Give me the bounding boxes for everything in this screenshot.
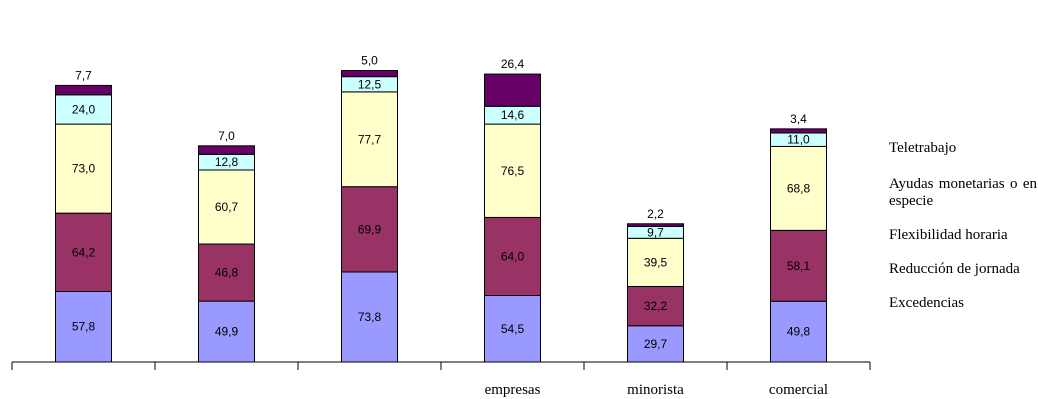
bar-segment-4-1 — [55, 94, 112, 125]
legend-item-reduccion: Reducción de jornada — [889, 261, 1020, 277]
data-label-5-4: 26,4 — [501, 57, 525, 71]
bar-segment-3-5 — [627, 237, 684, 287]
bar-segment-5-4 — [484, 73, 541, 107]
bars-layer: 57,8 64,2 73,0 24,0 7,7 49,9 46,8 60,7 12,8 7,0 73… — [55, 54, 827, 363]
data-label-2-5: 32,2 — [644, 299, 668, 313]
bar-segment-2-6 — [770, 229, 827, 302]
bar-segment-3-2 — [198, 169, 255, 245]
bar-segment-5-3 — [341, 70, 398, 78]
legend-item-flexibilidad: Flexibilidad horaria — [889, 227, 1008, 243]
data-label-4-5: 9,7 — [647, 225, 664, 239]
data-label-5-3: 5,0 — [361, 54, 378, 68]
data-label-1-2: 49,9 — [215, 325, 239, 339]
bar-segment-2-2 — [198, 243, 255, 302]
data-label-5-2: 7,0 — [218, 129, 235, 143]
legend-item-teletrabajo: Teletrabajo — [889, 140, 957, 156]
bar-segment-5-5 — [627, 223, 684, 227]
data-label-5-1: 7,7 — [75, 68, 92, 82]
bar-segment-1-5 — [627, 325, 684, 363]
data-label-1-4: 54,5 — [501, 322, 525, 336]
data-label-5-6: 3,4 — [790, 112, 807, 126]
data-label-3-3: 77,7 — [358, 132, 382, 146]
data-label-2-4: 64,0 — [501, 249, 525, 263]
bar-segment-3-6 — [770, 145, 827, 231]
data-label-2-1: 64,2 — [72, 245, 96, 259]
data-label-4-1: 24,0 — [72, 102, 96, 116]
bar-segment-3-4 — [484, 123, 541, 218]
data-label-4-4: 14,6 — [501, 108, 525, 122]
category-labels: empresas minorista comercial — [485, 382, 828, 398]
legend-item-excedencias: Excedencias — [889, 295, 964, 311]
bar-segment-2-1 — [55, 212, 112, 292]
data-label-3-5: 39,5 — [644, 255, 668, 269]
data-label-3-6: 68,8 — [787, 181, 811, 195]
data-label-2-2: 46,8 — [215, 266, 239, 280]
bar-segment-2-5 — [627, 285, 684, 327]
bar-segment-5-2 — [198, 145, 255, 155]
data-label-2-3: 69,9 — [358, 222, 382, 236]
bar-segment-2-3 — [341, 186, 398, 273]
data-label-4-2: 12,8 — [215, 155, 239, 169]
bar-segment-1-4 — [484, 295, 541, 363]
data-label-5-5: 2,2 — [647, 207, 664, 221]
category-label-6: comercial — [769, 382, 828, 398]
data-label-3-4: 76,5 — [501, 164, 525, 178]
data-label-4-6: 11,0 — [787, 133, 810, 147]
legend-item-ayudas: Ayudas monetarias o en especie — [889, 176, 1037, 209]
category-label-5: minorista — [627, 382, 684, 398]
bar-segment-1-1 — [55, 290, 112, 363]
bar-segment-1-3 — [341, 271, 398, 363]
bar-segment-2-4 — [484, 216, 541, 297]
data-label-3-1: 73,0 — [72, 162, 96, 176]
bar-segment-5-6 — [770, 128, 827, 134]
x-axis — [11, 361, 871, 370]
bar-segment-5-1 — [55, 84, 112, 96]
data-label-3-2: 60,7 — [215, 200, 239, 214]
data-label-1-5: 29,7 — [644, 337, 668, 351]
data-label-4-3: 12,5 — [358, 77, 382, 91]
data-label-1-3: 73,8 — [358, 310, 382, 324]
category-label-4: empresas — [485, 382, 541, 398]
data-label-1-6: 49,8 — [787, 325, 811, 339]
data-label-1-1: 57,8 — [72, 320, 96, 334]
data-label-2-6: 58,1 — [787, 259, 811, 273]
